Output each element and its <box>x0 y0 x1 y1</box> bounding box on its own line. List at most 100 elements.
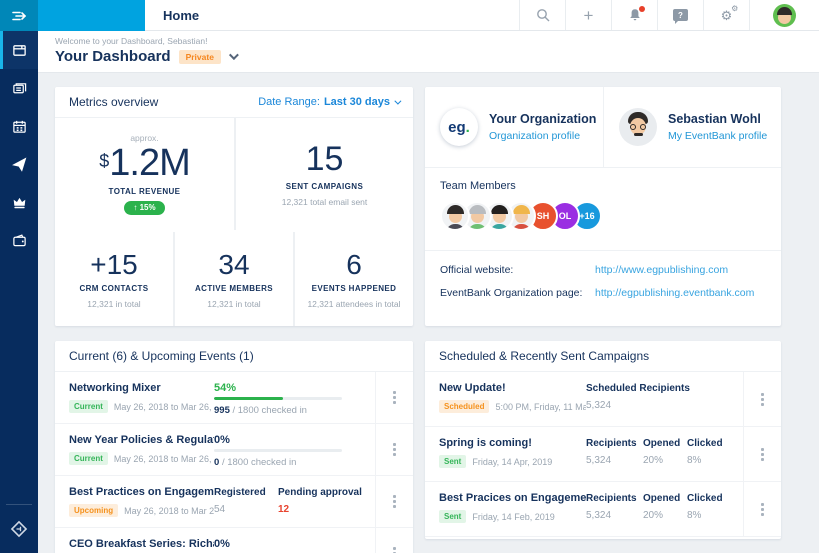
dashboard-icon <box>12 44 26 56</box>
campaign-date: 5:00 PM, Friday, 11 May, 2019 <box>495 401 586 412</box>
org-page-link[interactable]: http://egpublishing.eventbank.com <box>595 287 755 299</box>
user-profile-link[interactable]: My EventBank profile <box>668 130 768 142</box>
campaign-row-menu-button[interactable] <box>743 427 781 481</box>
campaign-status-badge: Sent <box>439 510 467 523</box>
campaign-row: Best Pracices on Engagement... Sent Frida… <box>425 482 781 537</box>
organization-profile-link[interactable]: Organization profile <box>489 130 581 142</box>
sidebar-item-events[interactable] <box>0 107 38 145</box>
campaign-title[interactable]: Spring is coming! <box>439 437 532 449</box>
search-button[interactable] <box>519 0 565 30</box>
event-row-menu-button[interactable] <box>375 424 413 475</box>
events-card: Current (6) & Upcoming Events (1) Networ… <box>55 341 413 553</box>
search-icon <box>536 9 549 22</box>
campaign-row-menu-button[interactable] <box>743 372 781 426</box>
website-link[interactable]: http://www.egpublishing.com <box>595 264 729 276</box>
event-title[interactable]: New Year Policies & Regulation... <box>69 434 214 446</box>
event-row-menu-button[interactable] <box>375 372 413 423</box>
menu-arrow-icon <box>12 11 27 20</box>
metric-active-members: 34 ACTIVE MEMBERS 12,321 in total <box>175 232 293 326</box>
user-avatar <box>773 3 796 27</box>
campaign-row: New Update! Scheduled 5:00 PM, Friday, 11… <box>425 372 781 427</box>
organization-name: Your Organization <box>489 112 597 126</box>
event-checkin-stats: 0% 0 / 1800 checked in <box>214 424 375 475</box>
event-date: May 26, 2018 to Mar 26, 2018 <box>113 401 214 412</box>
campaign-date: Friday, 14 Apr, 2019 <box>472 456 553 467</box>
topbar-spacer <box>217 0 519 30</box>
campaign-stats: Recipients 5,324 Opened 20% Clicked 8% <box>586 438 723 466</box>
organization-links: Official website: http://www.egpublishin… <box>425 251 781 323</box>
campaigns-card-title: Scheduled & Recently Sent Campaigns <box>439 349 650 363</box>
campaign-stats: Scheduled Recipients 5,324 <box>586 383 690 411</box>
org-page-label: EventBank Organization page: <box>440 287 583 299</box>
notifications-button[interactable] <box>611 0 657 30</box>
top-bar: Home + ? ⚙ ⚙ <box>0 0 819 31</box>
settings-gears-icon: ⚙ ⚙ <box>720 3 739 23</box>
sidebar-item-membership[interactable] <box>0 183 38 221</box>
event-row: Best Practices on Engagement... Upcoming… <box>55 476 413 528</box>
event-status-badge: Current <box>69 452 108 465</box>
event-row: Networking Mixer Current May 26, 2018 to … <box>55 372 413 424</box>
campaign-status-badge: Sent <box>439 455 467 468</box>
revenue-change-badge: ↑ 15% <box>124 200 165 215</box>
event-status-badge: Upcoming <box>69 504 119 517</box>
event-row-menu-button[interactable] <box>375 528 413 553</box>
team-member-avatar[interactable] <box>440 201 470 231</box>
revenue-value: $1.2M <box>99 142 191 185</box>
crown-icon <box>13 197 25 208</box>
notifications-bell-icon <box>628 6 645 22</box>
checkin-progress-bar <box>214 397 342 400</box>
user-name: Sebastian Wohl <box>668 112 761 126</box>
sidebar-item-dashboard[interactable] <box>0 31 38 69</box>
metric-total-revenue: approx. $1.2M TOTAL REVENUE ↑ 15% <box>55 118 234 230</box>
event-title[interactable]: CEO Breakfast Series: Richard... <box>69 538 214 550</box>
page-title: Your Dashboard <box>55 48 171 65</box>
event-row: CEO Breakfast Series: Richard... Current… <box>55 528 413 553</box>
welcome-text: Welcome to your Dashboard, Sebastian! <box>55 36 208 46</box>
tab-home[interactable]: Home <box>163 7 200 23</box>
events-card-title: Current (6) & Upcoming Events (1) <box>69 349 254 363</box>
campaign-stats: Recipients 5,324 Opened 20% Clicked 8% <box>586 493 723 521</box>
sidebar-divider <box>6 504 32 505</box>
campaigns-card: Scheduled & Recently Sent Campaigns New … <box>425 341 781 539</box>
event-checkin-stats: 54% 995 / 1800 checked in <box>214 372 375 423</box>
privacy-badge: Private <box>178 49 221 64</box>
checkin-progress-bar <box>214 449 342 452</box>
page-header: Welcome to your Dashboard, Sebastian! Yo… <box>38 31 819 73</box>
metric-sent-campaigns: 15 SENT CAMPAIGNS 12,321 total email sen… <box>236 118 413 230</box>
sidebar-footer-logo[interactable] <box>0 505 38 553</box>
settings-button[interactable]: ⚙ ⚙ <box>703 0 749 30</box>
eventbank-logo-icon <box>10 520 28 538</box>
sidebar-item-finance[interactable] <box>0 221 38 259</box>
sidebar-spacer <box>0 259 38 504</box>
event-row: New Year Policies & Regulation... Curren… <box>55 424 413 476</box>
sidebar-item-contacts[interactable] <box>0 69 38 107</box>
event-title[interactable]: Best Practices on Engagement... <box>69 486 214 498</box>
dashboard-chevron-down-icon[interactable] <box>228 50 239 61</box>
help-button[interactable]: ? <box>657 0 703 30</box>
user-menu-button[interactable] <box>749 0 819 30</box>
add-button[interactable]: + <box>565 0 611 30</box>
event-title[interactable]: Networking Mixer <box>69 382 161 394</box>
date-range-selector[interactable]: Date Range: Last 30 days <box>258 96 402 108</box>
sidebar-item-campaigns[interactable] <box>0 145 38 183</box>
event-date: May 26, 2018 to Mar 26, 2018 <box>124 505 214 516</box>
metrics-card-title: Metrics overview <box>69 95 159 109</box>
user-profile-block: Sebastian Wohl My EventBank profile <box>603 87 781 167</box>
event-row-menu-button[interactable] <box>375 476 413 527</box>
campaign-title[interactable]: Best Pracices on Engagement... <box>439 492 586 504</box>
campaign-title[interactable]: New Update! <box>439 382 506 394</box>
brand-logo-block[interactable] <box>38 0 145 31</box>
organization-logo: eg. <box>440 108 478 146</box>
organization-card: eg. Your Organization Organization profi… <box>425 87 781 326</box>
campaign-row: Spring is coming! Sent Friday, 14 Apr, 20… <box>425 427 781 482</box>
campaign-row-menu-button[interactable] <box>743 482 781 536</box>
contacts-icon <box>12 82 26 93</box>
send-plane-icon <box>11 156 26 172</box>
team-members-label: Team Members <box>440 180 516 192</box>
team-members-section: Team Members SH OL +16 <box>425 168 781 251</box>
calendar-icon <box>12 120 26 133</box>
metrics-overview-card: Metrics overview Date Range: Last 30 day… <box>55 87 413 326</box>
date-range-chevron-icon <box>394 97 402 105</box>
menu-toggle-button[interactable] <box>0 0 38 31</box>
campaign-status-badge: Scheduled <box>439 400 490 413</box>
